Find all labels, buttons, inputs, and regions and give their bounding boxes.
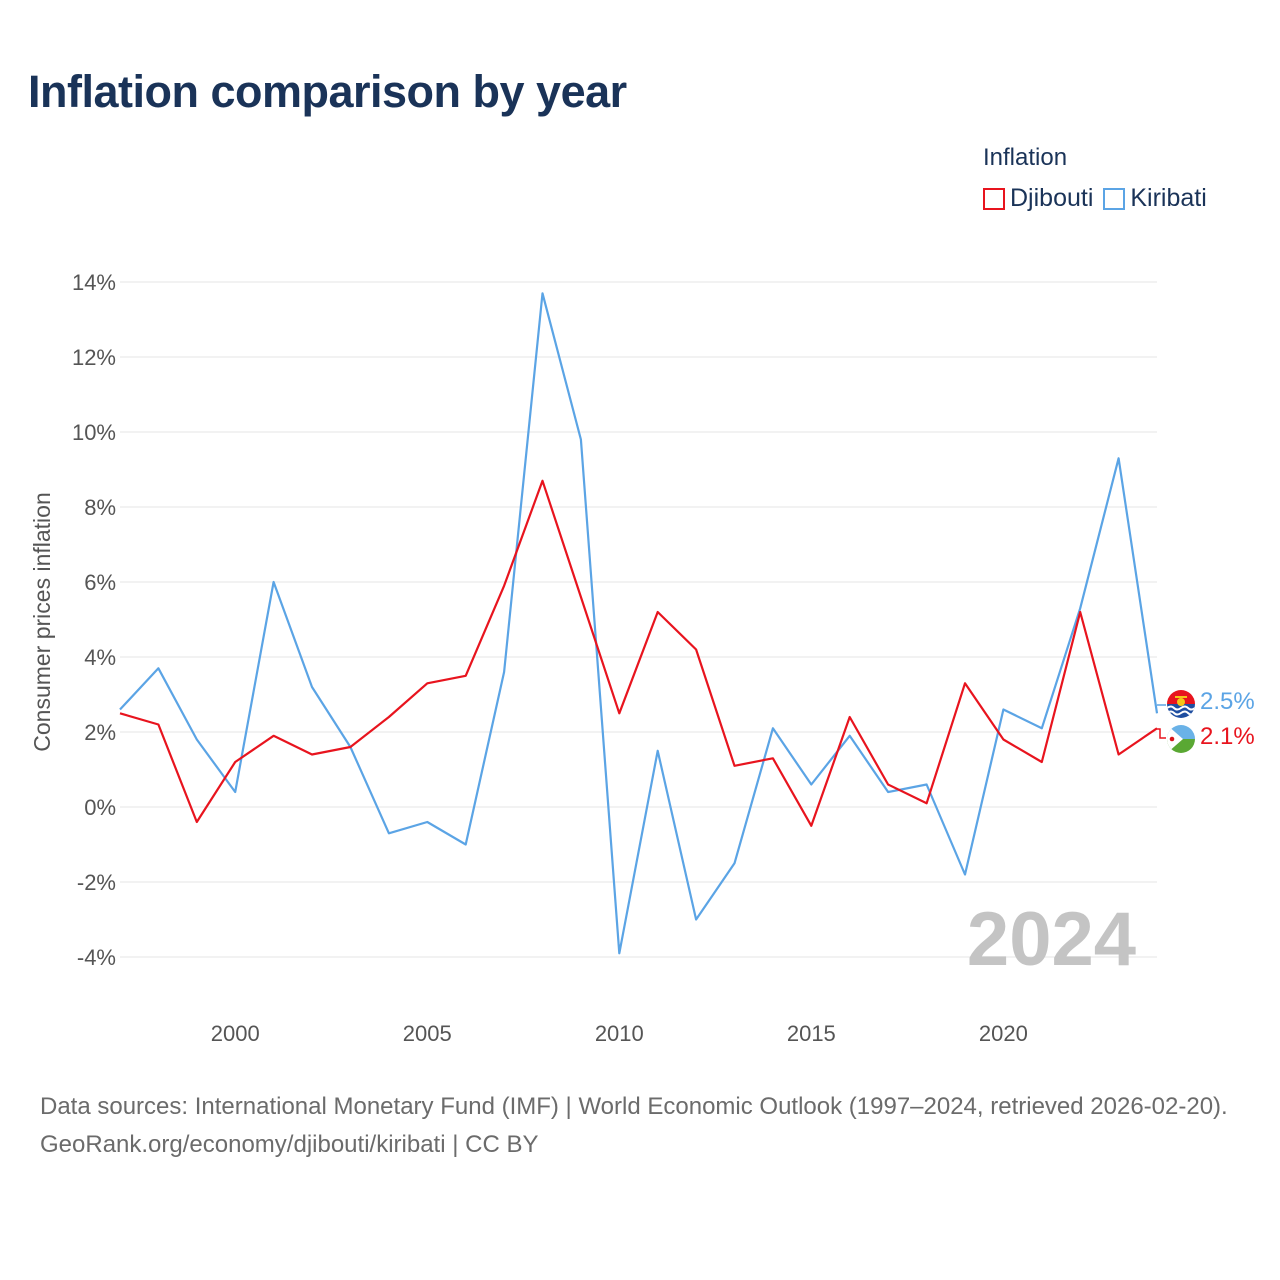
y-axis-ticks: -4% -2% 0% 2% 4% 6% 8% 10% 12% 14% xyxy=(72,270,116,970)
grid-lines xyxy=(120,281,1157,958)
y-tick-label: -2% xyxy=(77,870,116,895)
legend-label-kiribati: Kiribati xyxy=(1130,184,1207,212)
y-tick-label: 14% xyxy=(72,270,116,295)
kiribati-end-label: 2.5% xyxy=(1200,688,1255,715)
x-tick-label: 2015 xyxy=(787,1021,836,1046)
line-chart: -4%-2%0%2%4%6%8%10%12%14% 2000 2005 2010 20… xyxy=(29,270,1255,1046)
legend: Djibouti Kiribati xyxy=(983,184,1207,213)
series-line-kiribati[interactable] xyxy=(119,292,1159,955)
djibouti-end-label: 2.1% xyxy=(1200,723,1255,750)
x-tick-label: 2005 xyxy=(403,1021,452,1046)
data-source-note: Data sources: International Monetary Fun… xyxy=(40,1093,1228,1120)
legend-swatch-djibouti xyxy=(983,187,1005,210)
y-tick-label: 2% xyxy=(84,720,116,745)
y-tick-label: -4% xyxy=(77,945,116,970)
credit-link[interactable]: GeoRank.org/economy/djibouti/kiribati | … xyxy=(40,1131,539,1158)
x-tick-label: 2010 xyxy=(595,1021,644,1046)
footer: Data sources: International Monetary Fun… xyxy=(40,1088,1250,1164)
series-lines xyxy=(119,292,1159,955)
y-axis-label: Consumer prices inflation xyxy=(29,492,55,752)
legend-item-kiribati[interactable]: Kiribati xyxy=(1103,184,1207,213)
y-tick-label: 6% xyxy=(84,570,116,595)
year-watermark: 2024 xyxy=(967,897,1136,982)
kiribati-flag-icon xyxy=(1167,690,1195,718)
legend-item-djibouti[interactable]: Djibouti xyxy=(983,184,1093,213)
y-tick-label: 4% xyxy=(84,645,116,670)
chart-title: Inflation comparison by year xyxy=(28,66,627,117)
y-tick-label: 10% xyxy=(72,420,116,445)
legend-label-djibouti: Djibouti xyxy=(1010,184,1094,212)
djibouti-leader-line xyxy=(1157,728,1166,739)
legend-swatch-kiribati xyxy=(1103,187,1126,210)
x-tick-label: 2020 xyxy=(979,1021,1028,1046)
legend-title: Inflation xyxy=(983,144,1068,171)
end-markers: 2.5% 2.1% xyxy=(1157,688,1255,753)
y-tick-label: 12% xyxy=(72,345,116,370)
y-tick-label: 8% xyxy=(84,495,116,520)
x-tick-label: 2000 xyxy=(211,1021,260,1046)
djibouti-flag-icon xyxy=(1167,725,1195,753)
series-line-djibouti[interactable] xyxy=(119,479,1158,827)
x-axis-ticks: 2000 2005 2010 2015 2020 xyxy=(211,1021,1028,1046)
y-tick-label: 0% xyxy=(84,795,116,820)
